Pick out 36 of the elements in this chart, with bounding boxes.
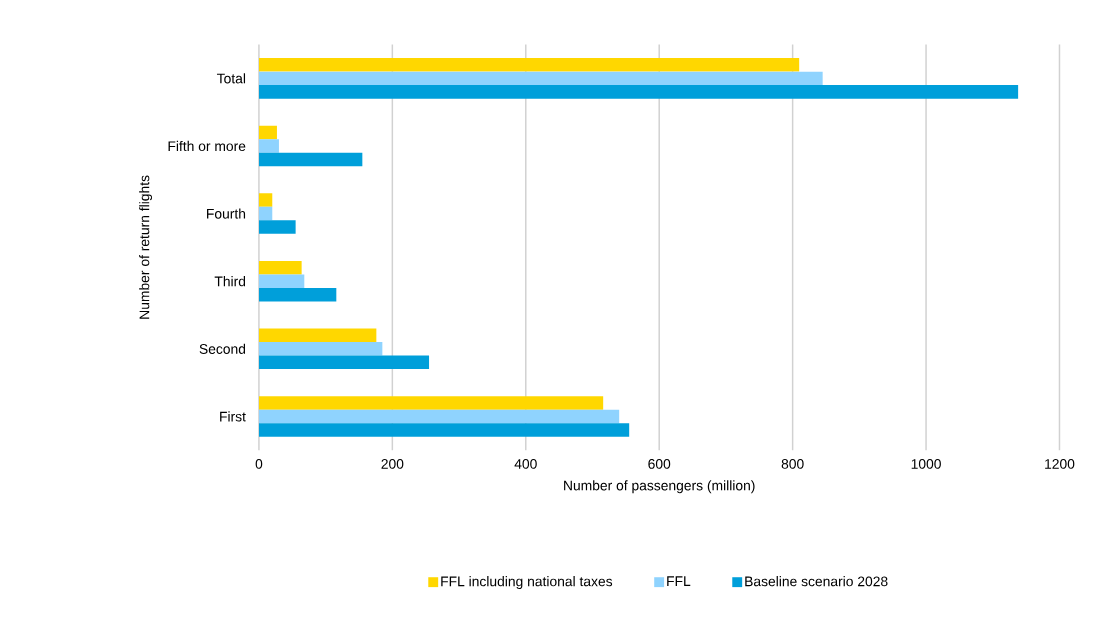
bar <box>258 409 620 423</box>
bar <box>258 422 630 437</box>
bar <box>258 260 302 275</box>
y-tick-label: Fifth or more <box>168 140 246 151</box>
x-tick-label: 1000 <box>911 458 941 469</box>
bar <box>258 57 800 72</box>
x-axis-title: Number of passengers (million) <box>564 480 755 493</box>
bar <box>258 71 823 85</box>
bar <box>258 125 277 139</box>
y-tick-label: Third <box>214 275 246 287</box>
y-tick-label: First <box>220 411 246 422</box>
y-axis-title: Number of return flights <box>139 175 153 319</box>
bar <box>258 220 296 234</box>
x-tick-label: 0 <box>255 458 263 469</box>
x-tick-label: 1200 <box>1045 458 1075 469</box>
bar <box>258 341 383 356</box>
x-tick-label: 800 <box>781 458 804 469</box>
bar <box>258 274 305 288</box>
bar <box>258 193 273 207</box>
bar <box>258 139 279 153</box>
x-tick-label: 600 <box>648 458 671 469</box>
y-tick-label: Total <box>216 73 246 84</box>
bar <box>258 84 1019 99</box>
y-tick-label: Fourth <box>207 208 246 219</box>
x-tick-label: 200 <box>381 458 404 469</box>
legend-label: Baseline scenario 2028 <box>745 575 888 587</box>
bar <box>258 328 377 342</box>
bar <box>258 395 604 410</box>
x-tick-label: 400 <box>514 458 537 469</box>
legend-label: FFL including national taxes <box>441 575 613 589</box>
y-tick-label: Second <box>199 343 246 354</box>
legend-label: FFL <box>667 576 691 586</box>
bar <box>258 355 430 369</box>
bar <box>258 287 337 302</box>
bar <box>258 206 273 221</box>
bar <box>258 152 363 167</box>
